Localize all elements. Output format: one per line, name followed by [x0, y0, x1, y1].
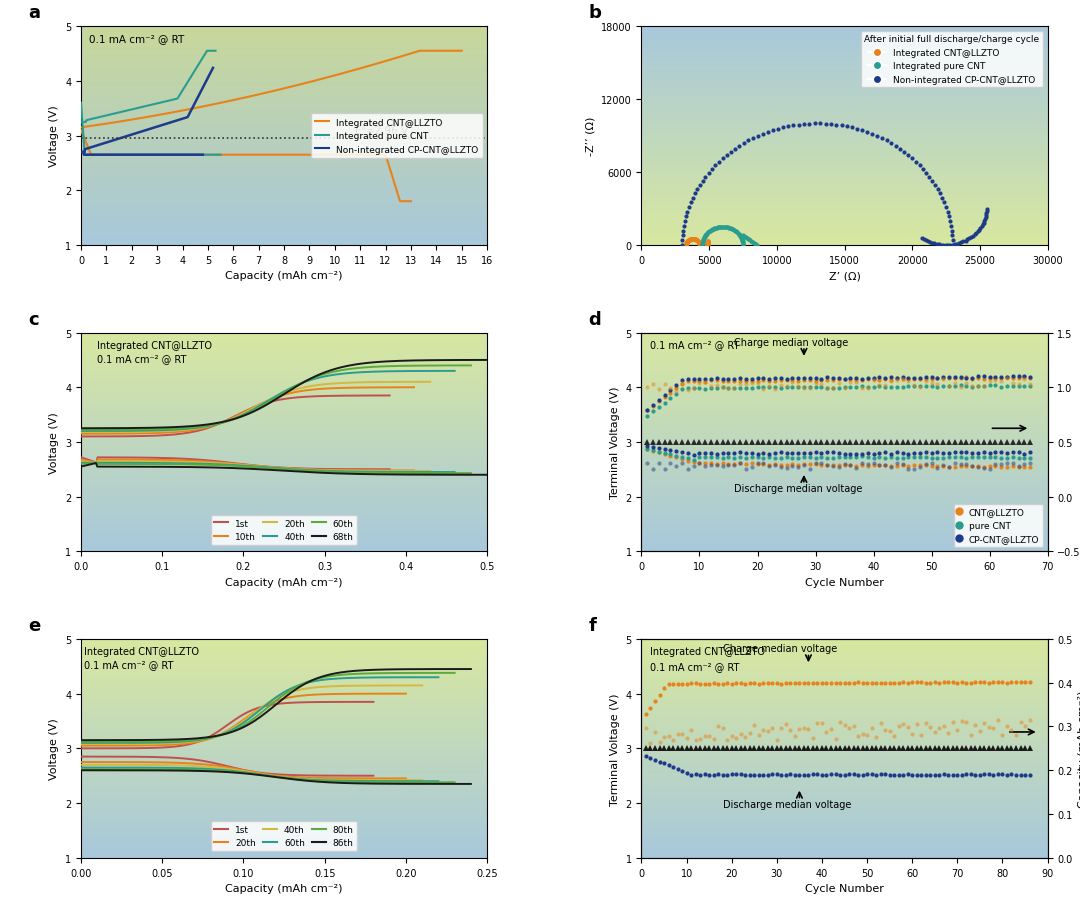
Text: Integrated CNT@LLZTO: Integrated CNT@LLZTO — [84, 647, 199, 656]
X-axis label: Cycle Number: Cycle Number — [805, 577, 883, 587]
Text: b: b — [589, 5, 602, 23]
Text: Integrated CNT@LLZTO: Integrated CNT@LLZTO — [97, 340, 213, 350]
Text: e: e — [28, 617, 40, 635]
Text: 0.1 mA cm⁻² @ RT: 0.1 mA cm⁻² @ RT — [649, 661, 739, 671]
X-axis label: Capacity (mAh cm⁻²): Capacity (mAh cm⁻²) — [226, 577, 342, 587]
Y-axis label: Voltage (V): Voltage (V) — [50, 412, 59, 473]
Legend: Integrated CNT@LLZTO, Integrated pure CNT, Non-integrated CP-CNT@LLZTO: Integrated CNT@LLZTO, Integrated pure CN… — [861, 32, 1043, 88]
Y-axis label: Voltage (V): Voltage (V) — [50, 106, 59, 167]
Text: Integrated CNT@LLZTO: Integrated CNT@LLZTO — [649, 646, 765, 656]
X-axis label: Capacity (mAh cm⁻²): Capacity (mAh cm⁻²) — [226, 271, 342, 281]
Text: Discharge median voltage: Discharge median voltage — [723, 799, 851, 810]
Text: Charge median voltage: Charge median voltage — [723, 643, 837, 653]
Y-axis label: -Z’’ (Ω): -Z’’ (Ω) — [585, 116, 595, 156]
Text: Charge median voltage: Charge median voltage — [734, 337, 849, 347]
Text: 0.1 mA cm⁻² @ RT: 0.1 mA cm⁻² @ RT — [84, 660, 174, 670]
Text: d: d — [589, 311, 602, 329]
Legend: Integrated CNT@LLZTO, Integrated pure CNT, Non-integrated CP-CNT@LLZTO: Integrated CNT@LLZTO, Integrated pure CN… — [311, 114, 483, 159]
Text: 0.1 mA cm⁻² @ RT: 0.1 mA cm⁻² @ RT — [649, 340, 739, 349]
Y-axis label: Terminal Voltage (V): Terminal Voltage (V) — [610, 386, 620, 498]
Text: f: f — [589, 617, 596, 635]
X-axis label: Cycle Number: Cycle Number — [805, 883, 883, 893]
Text: 0.1 mA cm⁻² @ RT: 0.1 mA cm⁻² @ RT — [89, 34, 184, 44]
Y-axis label: Terminal Voltage (V): Terminal Voltage (V) — [610, 693, 620, 805]
Text: a: a — [28, 5, 40, 23]
Y-axis label: Voltage (V): Voltage (V) — [50, 718, 59, 779]
X-axis label: Z’ (Ω): Z’ (Ω) — [828, 271, 861, 281]
Legend: 1st, 10th, 20th, 40th, 60th, 68th: 1st, 10th, 20th, 40th, 60th, 68th — [211, 516, 357, 545]
Text: Discharge median voltage: Discharge median voltage — [734, 484, 863, 494]
Text: c: c — [28, 311, 39, 329]
X-axis label: Capacity (mAh cm⁻²): Capacity (mAh cm⁻²) — [226, 883, 342, 893]
Text: 0.1 mA cm⁻² @ RT: 0.1 mA cm⁻² @ RT — [97, 354, 187, 364]
Legend: 1st, 20th, 40th, 60th, 80th, 86th: 1st, 20th, 40th, 60th, 80th, 86th — [211, 822, 357, 852]
Legend: CNT@LLZTO, pure CNT, CP-CNT@LLZTO: CNT@LLZTO, pure CNT, CP-CNT@LLZTO — [954, 504, 1043, 547]
Y-axis label: Capacity (mAh cm⁻²): Capacity (mAh cm⁻²) — [1078, 690, 1080, 807]
Text: E⁰=2.96 V: E⁰=2.96 V — [355, 126, 408, 135]
